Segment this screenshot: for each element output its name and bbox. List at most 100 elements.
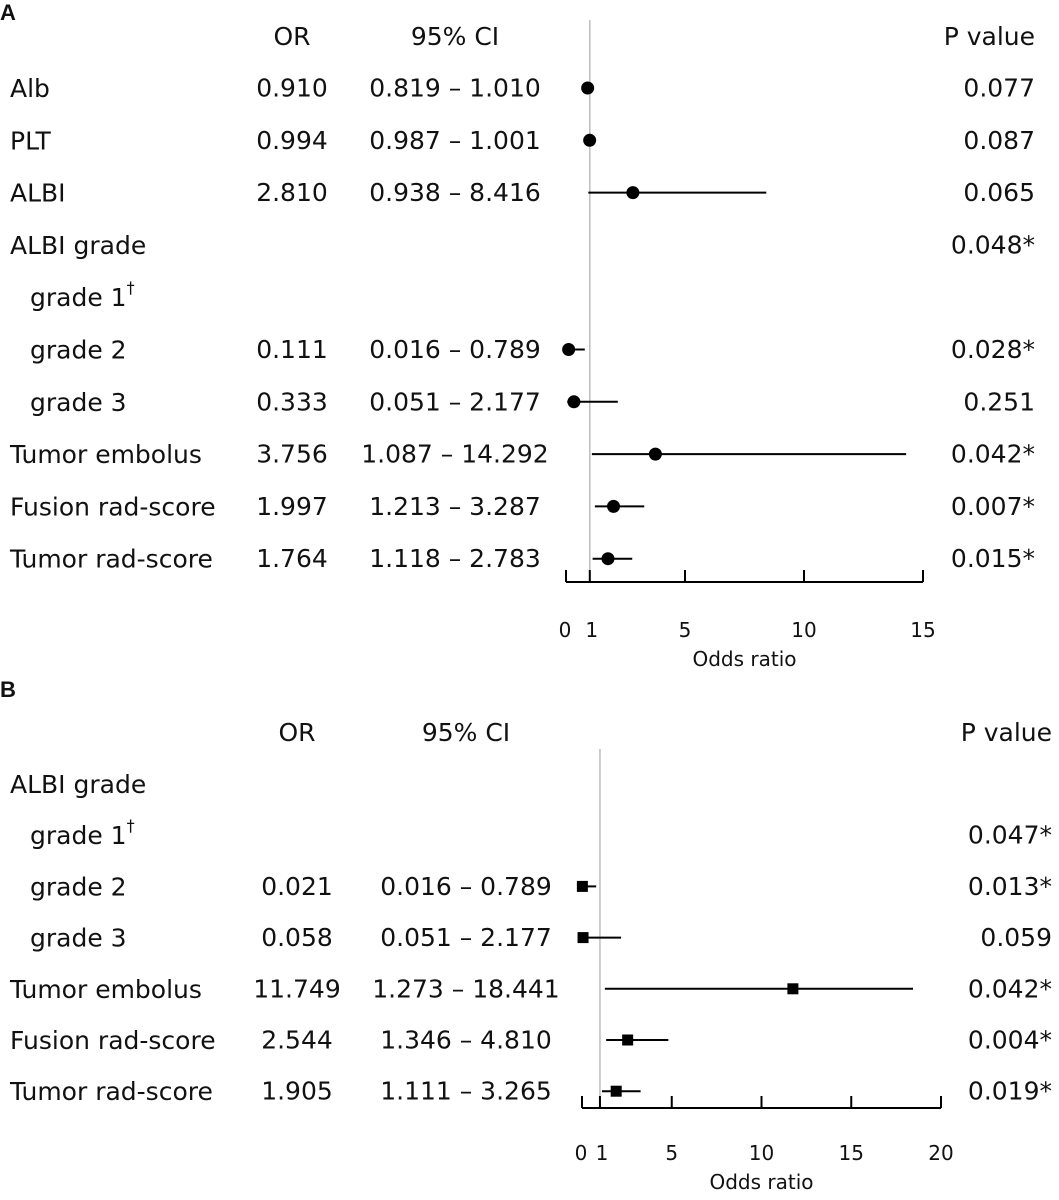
forest-row: grade 1† 0.047* xyxy=(30,816,1052,850)
row-label: Tumor embolus xyxy=(9,974,202,1003)
x-tick-label: 1 xyxy=(596,1141,609,1165)
or-point-marker xyxy=(581,81,595,95)
p-value: 0.042* xyxy=(951,440,1035,469)
row-label: grade 3 xyxy=(30,387,127,416)
row-label: grade 1† xyxy=(30,278,135,312)
x-axis-label: Odds ratio xyxy=(709,1170,813,1194)
row-label: ALBI grade xyxy=(10,770,146,799)
or-value: 0.333 xyxy=(256,387,328,416)
row-label-text: ALBI grade xyxy=(10,770,146,799)
or-value: 1.905 xyxy=(261,1077,333,1106)
header-p-value: P value xyxy=(961,718,1052,747)
ci-value: 0.016 – 0.789 xyxy=(369,335,541,364)
x-tick-label: 15 xyxy=(839,1141,864,1165)
p-value: 0.013* xyxy=(968,872,1052,901)
or-point-marker xyxy=(622,1034,634,1046)
p-value: 0.028* xyxy=(951,335,1035,364)
or-value: 0.021 xyxy=(261,872,333,901)
row-label-text: grade 3 xyxy=(30,387,127,416)
or-value: 0.910 xyxy=(256,74,328,103)
p-value: 0.042* xyxy=(968,974,1052,1003)
row-label: grade 2 xyxy=(30,872,127,901)
row-label: Tumor rad-score xyxy=(9,544,213,573)
p-value: 0.004* xyxy=(968,1026,1052,1055)
row-label: Tumor rad-score xyxy=(9,1077,213,1106)
or-value: 3.756 xyxy=(256,440,328,469)
or-point-marker xyxy=(562,343,576,356)
p-value: 0.087 xyxy=(963,126,1035,155)
row-label-text: grade 3 xyxy=(30,923,127,952)
or-point-marker xyxy=(576,880,588,892)
ci-value: 0.051 – 2.177 xyxy=(380,923,552,952)
row-label: Fusion rad-score xyxy=(10,492,216,521)
or-value: 2.544 xyxy=(261,1026,333,1055)
row-label: Fusion rad-score xyxy=(10,1026,216,1055)
forest-row: grade 2 0.021 0.016 – 0.789 0.013* xyxy=(30,872,1052,901)
or-value: 1.997 xyxy=(256,492,328,521)
panel-b: B OR 95% CI P value ALBI grade grade 1† 0.047*… xyxy=(0,677,1052,1194)
row-label: grade 1† xyxy=(30,816,135,850)
forest-row: ALBI grade xyxy=(10,770,146,799)
or-point-marker xyxy=(610,1085,622,1097)
or-point-marker xyxy=(601,552,615,566)
x-tick-label: 20 xyxy=(928,1141,953,1165)
p-value: 0.251 xyxy=(963,387,1035,416)
p-value: 0.065 xyxy=(963,178,1035,207)
row-label-text: Tumor embolus xyxy=(9,440,202,469)
ci-value: 0.938 – 8.416 xyxy=(369,178,541,207)
or-value: 0.058 xyxy=(261,923,333,952)
ci-value: 0.819 – 1.010 xyxy=(369,74,541,103)
forest-row: Tumor embolus 3.756 1.087 – 14.292 0.042* xyxy=(9,440,1035,469)
or-point-marker xyxy=(607,499,621,513)
row-label: Tumor embolus xyxy=(9,440,202,469)
forest-row: grade 3 0.333 0.051 – 2.177 0.251 xyxy=(30,387,1035,416)
ci-value: 0.987 – 1.001 xyxy=(369,126,541,155)
x-tick-label: 1 xyxy=(585,618,598,642)
or-point-marker xyxy=(787,983,799,995)
row-label-text: Tumor embolus xyxy=(9,974,202,1003)
p-value: 0.019* xyxy=(968,1077,1052,1106)
forest-row: grade 3 0.058 0.051 – 2.177 0.059 xyxy=(30,923,1052,952)
or-point-marker xyxy=(648,447,662,461)
x-axis-label: Odds ratio xyxy=(692,647,796,671)
forest-row: Fusion rad-score 2.544 1.346 – 4.810 0.004* xyxy=(10,1026,1052,1055)
or-value: 11.749 xyxy=(253,974,340,1003)
x-tick-label: 5 xyxy=(679,618,692,642)
row-label-text: grade 2 xyxy=(30,335,127,364)
or-value: 1.764 xyxy=(256,544,328,573)
x-tick-label: 0 xyxy=(559,618,572,642)
row-label-text: PLT xyxy=(10,126,52,155)
ci-value: 1.346 – 4.810 xyxy=(380,1026,552,1055)
ci-value: 1.111 – 3.265 xyxy=(380,1077,552,1106)
header-or: OR xyxy=(278,718,315,747)
row-label: ALBI xyxy=(10,178,66,207)
or-point-marker xyxy=(626,186,640,200)
forest-row: Tumor embolus 11.749 1.273 – 18.441 0.042* xyxy=(9,974,1052,1003)
forest-row: Alb 0.910 0.819 – 1.010 0.077 xyxy=(10,74,1035,103)
or-point-marker xyxy=(567,395,581,409)
reference-dagger: † xyxy=(127,278,135,297)
x-tick-label: 10 xyxy=(791,618,816,642)
ci-value: 0.051 – 2.177 xyxy=(369,387,541,416)
panel-letter: A xyxy=(0,0,16,25)
or-point-marker xyxy=(583,133,597,147)
forest-row: Tumor rad-score 1.905 1.111 – 3.265 0.019* xyxy=(9,1077,1052,1106)
forest-row: grade 2 0.111 0.016 – 0.789 0.028* xyxy=(30,335,1035,364)
header-ci: 95% CI xyxy=(411,22,499,51)
or-point-marker xyxy=(577,932,589,944)
forest-row: ALBI grade 0.048* xyxy=(10,230,1035,259)
ci-value: 1.213 – 3.287 xyxy=(369,492,541,521)
x-tick-label: 10 xyxy=(749,1141,774,1165)
p-value: 0.059 xyxy=(980,923,1052,952)
row-label-text: Fusion rad-score xyxy=(10,492,216,521)
row-label-text: Alb xyxy=(10,74,50,103)
p-value: 0.047* xyxy=(968,821,1052,850)
forest-row: Fusion rad-score 1.997 1.213 – 3.287 0.007* xyxy=(10,492,1035,521)
x-tick-label: 0 xyxy=(575,1141,588,1165)
row-label-text: Fusion rad-score xyxy=(10,1026,216,1055)
row-label-text: ALBI xyxy=(10,178,66,207)
p-value: 0.048* xyxy=(951,230,1035,259)
p-value: 0.077 xyxy=(963,74,1035,103)
